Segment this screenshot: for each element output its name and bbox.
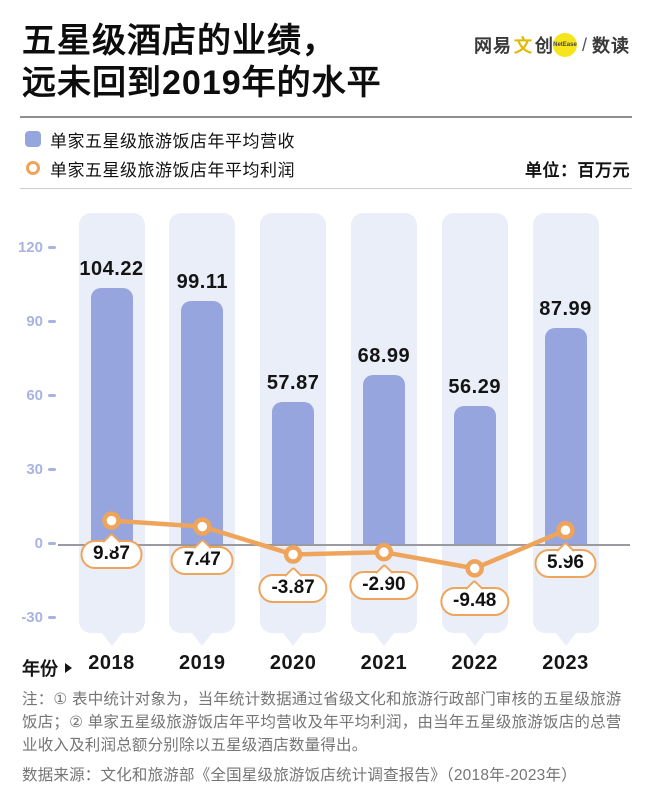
revenue-square-icon	[25, 131, 41, 147]
title-line-1: 五星级酒店的业绩，	[22, 22, 337, 60]
footer: 注：① 表中统计对象为，当年统计数据通过省级文化和旅游行政部门审核的五星级旅游饭…	[22, 688, 634, 787]
y-axis-tick: 90	[0, 313, 56, 330]
data-source: 数据来源：文化和旅游部《全国星级旅游饭店统计调查报告》（2018年-2023年）	[22, 767, 577, 784]
column-tail-icon	[192, 633, 213, 646]
header-divider	[20, 116, 632, 118]
legend-label-revenue: 单家五星级旅游饭店年平均营收	[50, 131, 295, 151]
y-axis-tick: 120	[0, 239, 56, 256]
revenue-bar	[272, 402, 315, 545]
footnote: 注：① 表中统计对象为，当年统计数据通过省级文化和旅游行政部门审核的五星级旅游饭…	[22, 691, 622, 754]
profit-value-bubble: -9.48	[440, 587, 510, 617]
brand-name-highlight: 文	[513, 36, 533, 56]
tick-dash-icon	[48, 616, 56, 619]
x-axis-year-label: 2022	[451, 652, 498, 674]
profit-value-bubble: 5.96	[534, 549, 597, 579]
tick-dash-icon	[48, 320, 56, 323]
bar-value-label: 99.11	[176, 270, 229, 293]
column-tail-icon	[373, 633, 394, 646]
bar-value-label: 104.22	[79, 257, 144, 280]
column-tail-icon	[464, 633, 485, 646]
y-axis-tick: 0	[0, 535, 56, 552]
y-axis-tick: -30	[0, 609, 56, 626]
tick-dash-icon	[48, 542, 56, 545]
x-axis-year-label: 2018	[88, 652, 135, 674]
bar-value-label: 68.99	[357, 344, 411, 367]
tick-dash-icon	[48, 246, 56, 249]
revenue-bar	[544, 327, 587, 545]
profit-value-bubble: -2.90	[349, 571, 419, 601]
logo-separator: /	[581, 34, 588, 55]
x-axis-year-label: 2020	[269, 652, 317, 674]
revenue-bar	[362, 374, 405, 545]
column-tail-icon	[101, 633, 122, 646]
x-axis-year-label: 2021	[360, 652, 408, 674]
column-tail-icon	[283, 633, 304, 646]
product-name: 数读	[592, 36, 630, 56]
zero-baseline	[58, 544, 630, 546]
legend-divider	[20, 188, 632, 189]
title-line-2: 远未回到2019年的水平	[22, 64, 382, 102]
brand-name-part2: 创	[534, 36, 554, 56]
bar-value-label: 56.29	[448, 376, 501, 399]
tick-dash-icon	[48, 468, 56, 471]
profit-value-bubble: 9.87	[80, 539, 143, 569]
unit-label: 单位：百万元	[525, 161, 630, 180]
revenue-bar	[181, 300, 224, 545]
tick-dash-icon	[48, 394, 56, 397]
profit-value-bubble: 7.47	[170, 545, 234, 575]
legend-item-profit: 单家五星级旅游饭店年平均利润	[25, 156, 295, 180]
bar-value-label: 87.99	[539, 297, 592, 320]
y-axis-tick: 60	[0, 387, 56, 404]
bar-value-label: 57.87	[266, 372, 320, 395]
revenue-bar	[453, 406, 496, 545]
x-axis-title: 年份	[22, 655, 72, 681]
legend-item-revenue: 单家五星级旅游饭店年平均营收	[25, 127, 295, 151]
right-arrow-icon	[65, 663, 72, 673]
netease-badge-icon: NetEase	[552, 33, 577, 57]
page-title: 五星级酒店的业绩， 远未回到2019年的水平	[22, 20, 382, 104]
x-axis-year-label: 2019	[179, 652, 226, 674]
profit-value-bubble: -3.87	[258, 573, 328, 603]
brand-logo: 网易文创 NetEase / 数读	[474, 32, 630, 58]
chart-legend: 单家五星级旅游饭店年平均营收 单家五星级旅游饭店年平均利润	[25, 127, 295, 185]
column-tail-icon	[555, 633, 576, 646]
revenue-bar	[90, 287, 133, 545]
brand-name-part1: 网易	[473, 36, 512, 56]
profit-ring-icon	[26, 161, 40, 175]
x-axis-title-text: 年份	[22, 659, 58, 679]
legend-label-profit: 单家五星级旅游饭店年平均利润	[50, 160, 295, 180]
y-axis-tick: 30	[0, 461, 56, 478]
x-axis-year-label: 2023	[542, 652, 589, 674]
